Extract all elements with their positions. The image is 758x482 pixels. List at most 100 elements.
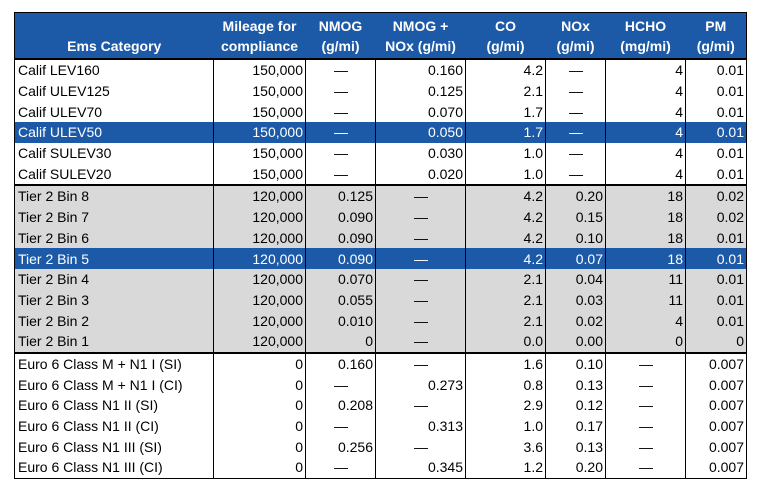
value-cell: 18	[605, 185, 686, 207]
value-cell: 0	[213, 415, 306, 437]
value-cell: —	[375, 268, 466, 290]
value-cell: 120,000	[213, 248, 306, 269]
value-cell: 0	[605, 330, 686, 353]
value-cell: —	[545, 122, 606, 143]
table-row: Calif LEV160 150,000—0.160 4.2—4 0.01	[14, 59, 747, 81]
header-text: NOx (g/mi)	[385, 38, 456, 54]
value-cell: 0.345	[375, 457, 466, 479]
value-cell: 150,000	[213, 122, 306, 143]
value-cell: 4	[605, 122, 686, 143]
value-cell: 2.1	[465, 268, 546, 290]
value-cell: 4	[605, 101, 686, 123]
category-cell: Euro 6 Class M + N1 I (CI)	[14, 374, 214, 395]
value-cell: 0.090	[305, 206, 376, 228]
emissions-table: Ems Category Mileage for compliance NMOG (g/…	[14, 12, 747, 479]
header-text: compliance	[220, 38, 299, 54]
table-row: Calif SULEV30 150,000—0.030 1.0—4 0.01	[14, 142, 747, 164]
value-cell: 0.070	[305, 268, 376, 290]
value-cell: 2.9	[465, 395, 546, 416]
value-cell: —	[375, 330, 466, 353]
value-cell: 1.0	[465, 163, 546, 186]
value-cell: 3.6	[465, 436, 546, 458]
value-cell: 4	[605, 310, 686, 331]
value-cell: —	[375, 436, 466, 458]
value-cell: 0.01	[685, 142, 747, 164]
category-cell: Euro 6 Class N1 II (SI)	[14, 395, 214, 416]
value-cell: 0.12	[545, 395, 606, 416]
value-cell: 0.125	[375, 80, 466, 102]
value-cell: 0.208	[305, 395, 376, 416]
value-cell: 0	[305, 330, 376, 353]
table-row: Calif SULEV20 150,000—0.020 1.0—4 0.01	[14, 163, 747, 186]
value-cell: 0.125	[305, 185, 376, 207]
value-cell: 0.050	[375, 122, 466, 143]
value-cell: —	[375, 248, 466, 269]
value-cell: 0.090	[305, 248, 376, 269]
value-cell: 1.6	[465, 352, 546, 375]
value-cell: —	[305, 101, 376, 123]
value-cell: 0.01	[685, 122, 747, 143]
value-cell: 0.160	[375, 59, 466, 81]
value-cell: 4.2	[465, 227, 546, 249]
table-row: Tier 2 Bin 6 120,000 0.090—4.2 0.10 18 0.01	[14, 227, 747, 249]
row-group: Calif LEV160 150,000—0.160 4.2—4 0.01 Calif …	[14, 59, 747, 186]
value-cell: 0.8	[465, 374, 546, 395]
category-cell: Tier 2 Bin 1	[14, 330, 214, 353]
value-cell: —	[605, 415, 686, 437]
value-cell: 0.256	[305, 436, 376, 458]
value-cell: 150,000	[213, 80, 306, 102]
value-cell: —	[545, 59, 606, 81]
value-cell: 4.2	[465, 248, 546, 269]
column-header: NOx (g/mi)	[545, 12, 606, 59]
value-cell: 0.01	[685, 101, 747, 123]
value-cell: 0.10	[545, 227, 606, 249]
table-header: Ems Category Mileage for compliance NMOG (g/…	[14, 12, 747, 59]
value-cell: —	[305, 457, 376, 479]
value-cell: 1.0	[465, 142, 546, 164]
category-cell: Tier 2 Bin 7	[14, 206, 214, 228]
row-group: Euro 6 Class M + N1 I (SI) 0 0.160—1.6 0.10…	[14, 352, 747, 479]
value-cell: —	[605, 457, 686, 479]
category-cell: Tier 2 Bin 2	[14, 310, 214, 331]
value-cell: 0.20	[545, 185, 606, 207]
value-cell: 0.01	[685, 163, 747, 186]
value-cell: 0	[213, 457, 306, 479]
value-cell: —	[375, 289, 466, 311]
header-text: (mg/mi)	[620, 38, 671, 54]
value-cell: 18	[605, 248, 686, 269]
value-cell: —	[605, 352, 686, 375]
value-cell: 0.02	[685, 206, 747, 228]
value-cell: 0.007	[685, 374, 747, 395]
header-text: Mileage for	[222, 18, 297, 34]
value-cell: 0.01	[685, 227, 747, 249]
value-cell: 11	[605, 289, 686, 311]
value-cell: 120,000	[213, 289, 306, 311]
value-cell: 11	[605, 268, 686, 290]
value-cell: —	[305, 163, 376, 186]
value-cell: 2.1	[465, 289, 546, 311]
value-cell: —	[545, 163, 606, 186]
value-cell: 0	[213, 436, 306, 458]
value-cell: 0	[213, 374, 306, 395]
value-cell: —	[605, 374, 686, 395]
value-cell: 0.007	[685, 436, 747, 458]
value-cell: —	[545, 142, 606, 164]
value-cell: 18	[605, 206, 686, 228]
value-cell: 4.2	[465, 206, 546, 228]
value-cell: 0.17	[545, 415, 606, 437]
table-row: Tier 2 Bin 5 120,000 0.090—4.2 0.07 18 0.01	[14, 248, 747, 269]
value-cell: 0.03	[545, 289, 606, 311]
category-cell: Calif ULEV70	[14, 101, 214, 123]
row-group: Tier 2 Bin 8 120,000 0.125—4.2 0.20 18 0.02 Ti…	[14, 185, 747, 353]
value-cell: —	[375, 227, 466, 249]
value-cell: 120,000	[213, 227, 306, 249]
value-cell: 0	[213, 395, 306, 416]
table-row: Tier 2 Bin 1 120,000 0—0.0 0.00 0 0	[14, 330, 747, 353]
column-header: Ems Category	[14, 12, 214, 59]
category-cell: Tier 2 Bin 3	[14, 289, 214, 311]
value-cell: 150,000	[213, 142, 306, 164]
header-text: (g/mi)	[556, 38, 595, 54]
value-cell: 0.007	[685, 352, 747, 375]
value-cell: 0.15	[545, 206, 606, 228]
